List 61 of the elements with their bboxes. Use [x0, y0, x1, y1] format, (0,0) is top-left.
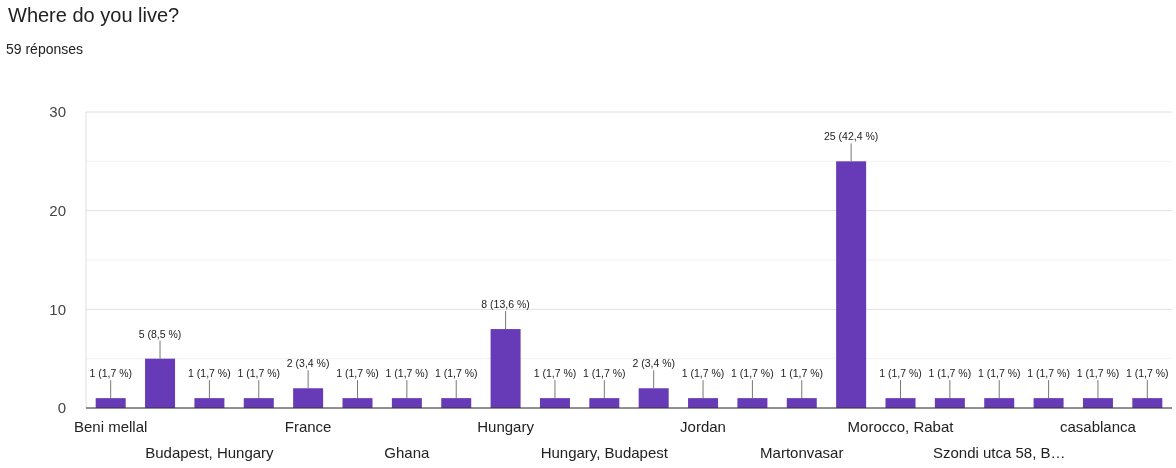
bar [1082, 398, 1113, 408]
bar [293, 388, 324, 408]
x-tick-label: Budapest, Hungary [145, 444, 275, 461]
y-tick-label: 0 [57, 399, 66, 417]
data-label: 8 (13,6 %) [481, 298, 530, 311]
x-tick-label: Morocco, Rabat [847, 418, 955, 435]
data-label: 1 (1,7 %) [583, 367, 626, 380]
data-label: 1 (1,7 %) [681, 367, 725, 380]
data-label: 1 (1,7 %) [434, 367, 478, 380]
bar [1132, 398, 1163, 408]
chart-title: Where do you live? [8, 4, 180, 26]
data-label: 1 (1,7 %) [89, 367, 132, 380]
x-tick-label: Hungary [477, 418, 535, 435]
x-tick-label: Szondi utca 58, B… [932, 444, 1066, 461]
data-label: 1 (1,7 %) [237, 367, 281, 380]
x-tick-label: Martonvasar [760, 444, 844, 461]
data-label: 1 (1,7 %) [188, 367, 231, 380]
bar [194, 398, 225, 408]
bar [391, 398, 422, 408]
chart-subtitle: 59 réponses [6, 41, 84, 57]
data-label: 1 (1,7 %) [731, 367, 774, 380]
data-label: 1 (1,7 %) [336, 367, 379, 380]
data-label: 5 (8,5 %) [138, 327, 182, 340]
bar [243, 398, 274, 408]
data-label: 1 (1,7 %) [928, 367, 972, 380]
bar [539, 398, 570, 408]
data-label: 2 (3,4 %) [632, 357, 675, 370]
data-label: 1 (1,7 %) [385, 367, 429, 380]
x-tick-label: Hungary, Budapest [540, 444, 669, 461]
bar [1033, 398, 1064, 408]
bar [786, 398, 817, 408]
data-label: 1 (1,7 %) [1126, 367, 1169, 380]
bar [737, 398, 768, 408]
data-label: 2 (3,4 %) [286, 357, 330, 370]
bar [342, 398, 373, 408]
y-tick-label: 10 [49, 300, 66, 318]
bar [836, 161, 867, 408]
bar [589, 398, 620, 408]
data-label: 25 (42,4 %) [824, 130, 879, 143]
bar [984, 398, 1015, 408]
bar [638, 388, 669, 408]
y-tick-label: 20 [49, 201, 66, 219]
bar [688, 398, 719, 408]
data-label: 1 (1,7 %) [1027, 367, 1070, 380]
data-label: 1 (1,7 %) [533, 367, 577, 380]
x-tick-label: France [284, 418, 332, 435]
data-label: 1 (1,7 %) [1076, 367, 1120, 380]
bar [490, 329, 521, 408]
data-label: 1 (1,7 %) [780, 367, 824, 380]
x-tick-label: Ghana [384, 444, 431, 461]
bar [95, 398, 126, 408]
x-tick-label: Jordan [680, 418, 726, 435]
y-tick-label: 30 [49, 103, 66, 121]
data-label: 1 (1,7 %) [879, 367, 922, 380]
x-tick-label: casablanca [1060, 418, 1137, 435]
bar [885, 398, 916, 408]
bar [441, 398, 472, 408]
data-label: 1 (1,7 %) [977, 367, 1021, 380]
x-tick-label: Beni mellal [73, 418, 148, 435]
bar [934, 398, 965, 408]
bar [145, 358, 176, 408]
